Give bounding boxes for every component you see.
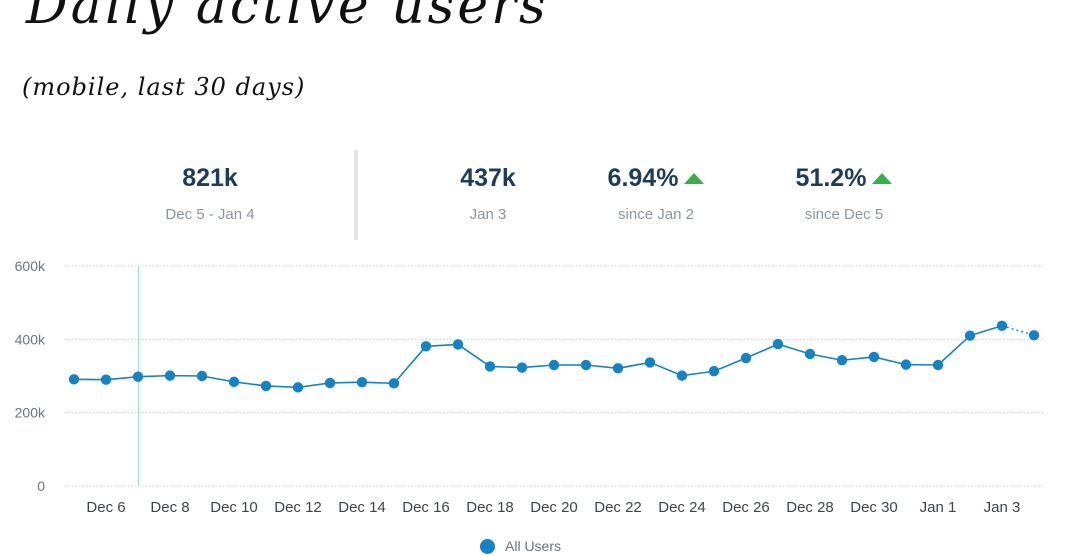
data-point [292, 382, 304, 393]
x-tick-label: Dec 12 [274, 499, 322, 516]
data-point [580, 359, 592, 371]
x-tick-label: Dec 14 [338, 499, 386, 516]
data-point [804, 348, 816, 360]
data-point [548, 359, 560, 371]
data-point [420, 341, 432, 352]
kpi-day-change: 6.94% since Jan 2 [556, 162, 756, 223]
data-point [676, 370, 688, 381]
x-tick-label: Dec 18 [466, 499, 514, 516]
kpi-caption: Dec 5 - Jan 4 [165, 206, 255, 223]
kpi-divider [354, 150, 358, 240]
chart-legend[interactable]: All Users [480, 538, 561, 554]
data-point [388, 378, 400, 389]
kpi-value: 51.2% [796, 162, 893, 194]
data-point [868, 351, 880, 363]
kpi-value: 6.94% [608, 162, 705, 194]
x-tick-label: Dec 10 [210, 499, 258, 516]
data-point [644, 357, 656, 368]
y-tick-label: 400k [15, 331, 46, 347]
line-chart: 0 200k 400k 600k Dec 6 Dec 8 Dec 10 Dec 12 Dec 1… [15, 258, 1045, 516]
data-point [100, 374, 112, 385]
data-point [612, 363, 624, 374]
trend-up-icon [684, 172, 705, 184]
data-point [164, 370, 176, 381]
kpi-caption: since Dec 5 [804, 206, 884, 223]
kpi-total-users: 821k Dec 5 - Jan 4 [110, 162, 310, 223]
kpi-caption: since Jan 2 [618, 206, 694, 223]
data-point [356, 377, 368, 388]
x-tick-label: Dec 26 [722, 499, 770, 516]
data-point [900, 359, 912, 370]
data-point [196, 370, 208, 382]
kpi-value: 821k [182, 164, 238, 192]
data-point [260, 380, 272, 392]
x-tick-label: Jan 3 [984, 499, 1021, 516]
data-point [964, 330, 976, 341]
x-tick-label: Dec 8 [150, 499, 189, 516]
x-tick-label: Dec 6 [86, 499, 125, 516]
kpi-value: 437k [460, 164, 516, 192]
kpi-caption: Jan 3 [469, 206, 507, 223]
series-line [73, 325, 1003, 389]
series-line-incomplete [1001, 325, 1035, 336]
x-tick-label: Dec 24 [658, 499, 706, 516]
data-point [68, 374, 80, 385]
data-point [836, 355, 848, 366]
data-point [516, 362, 528, 373]
x-tick-label: Dec 22 [594, 499, 642, 516]
y-tick-label: 600k [15, 258, 46, 274]
data-point [708, 366, 720, 377]
page-title: Daily active users [26, 0, 549, 36]
data-point [452, 339, 464, 350]
legend-swatch [480, 538, 495, 554]
data-point [772, 338, 784, 350]
y-tick-label: 200k [15, 405, 46, 421]
data-point [932, 359, 944, 371]
x-tick-label: Dec 28 [786, 499, 834, 516]
legend-label: All Users [505, 538, 562, 554]
x-tick-label: Dec 30 [850, 499, 898, 516]
data-point [324, 377, 336, 389]
data-point [484, 361, 496, 372]
x-tick-label: Dec 20 [530, 499, 578, 516]
trend-up-icon [872, 172, 893, 184]
page-subtitle: (mobile, last 30 days) [22, 73, 306, 101]
kpi-latest-day: 437k Jan 3 [388, 162, 588, 223]
data-point [132, 371, 144, 382]
data-point [228, 376, 240, 388]
data-point [996, 320, 1008, 331]
data-point [740, 352, 752, 364]
data-point [1028, 330, 1040, 341]
x-tick-label: Dec 16 [402, 499, 450, 516]
kpi-period-change: 51.2% since Dec 5 [744, 162, 944, 223]
y-tick-label: 0 [37, 478, 45, 494]
x-tick-label: Jan 1 [920, 499, 957, 516]
